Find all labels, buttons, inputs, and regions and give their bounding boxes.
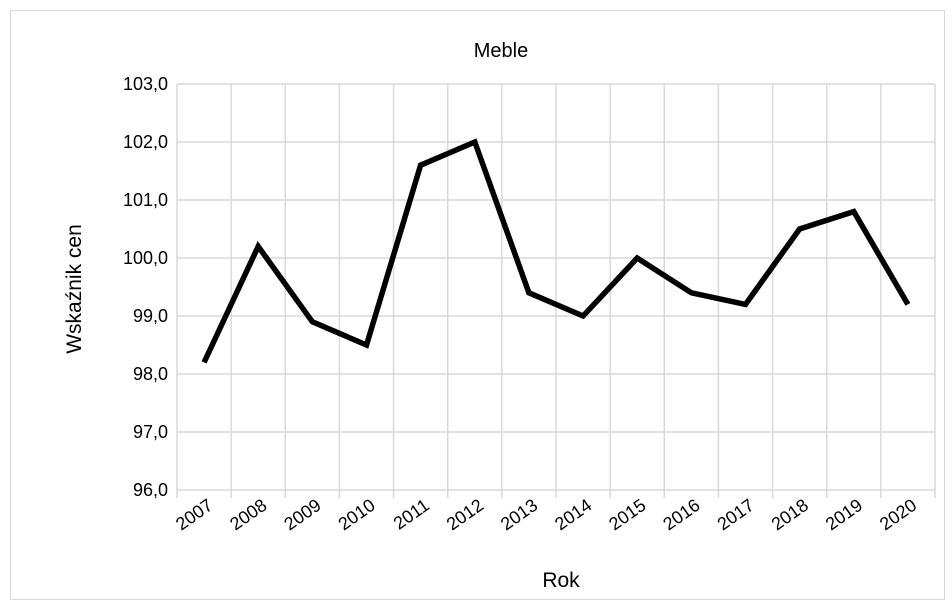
y-tick-label: 102,0 [123, 132, 168, 152]
x-tick-label: 2010 [335, 495, 379, 534]
x-tick-label: 2018 [768, 495, 812, 534]
x-tick-labels: 2007 2008 2009 2010 2011 2012 2013 2014 2015 2016… [172, 495, 920, 534]
x-tick-label: 2008 [226, 495, 270, 534]
x-tick-label: 2016 [659, 495, 703, 534]
x-tick-label: 2007 [172, 495, 216, 534]
y-axis-title: Wskaźnik cen [63, 224, 86, 354]
x-tick-label: 2017 [714, 495, 758, 534]
y-tick-label: 101,0 [123, 190, 168, 210]
x-tick-label: 2009 [280, 495, 324, 534]
y-tick-label: 99,0 [133, 306, 168, 326]
x-tick-label: 2019 [822, 495, 866, 534]
x-tick-label: 2012 [443, 495, 487, 534]
y-tick-label: 100,0 [123, 248, 168, 268]
x-tick-label: 2014 [551, 495, 595, 534]
y-tick-label: 103,0 [123, 74, 168, 94]
x-axis-title: Rok [542, 569, 580, 592]
x-tick-label: 2013 [497, 495, 541, 534]
x-tick-label: 2011 [390, 495, 433, 534]
x-tick-label: 2020 [876, 495, 920, 534]
x-tick-label: 2015 [605, 495, 649, 534]
y-tick-label: 96,0 [133, 480, 168, 500]
y-tick-label: 97,0 [133, 422, 168, 442]
chart-title: Meble [474, 40, 528, 62]
y-tick-label: 98,0 [133, 364, 168, 384]
y-tick-labels: 96,0 97,0 98,0 99,0 100,0 101,0 102,0 103,0 [123, 74, 168, 500]
